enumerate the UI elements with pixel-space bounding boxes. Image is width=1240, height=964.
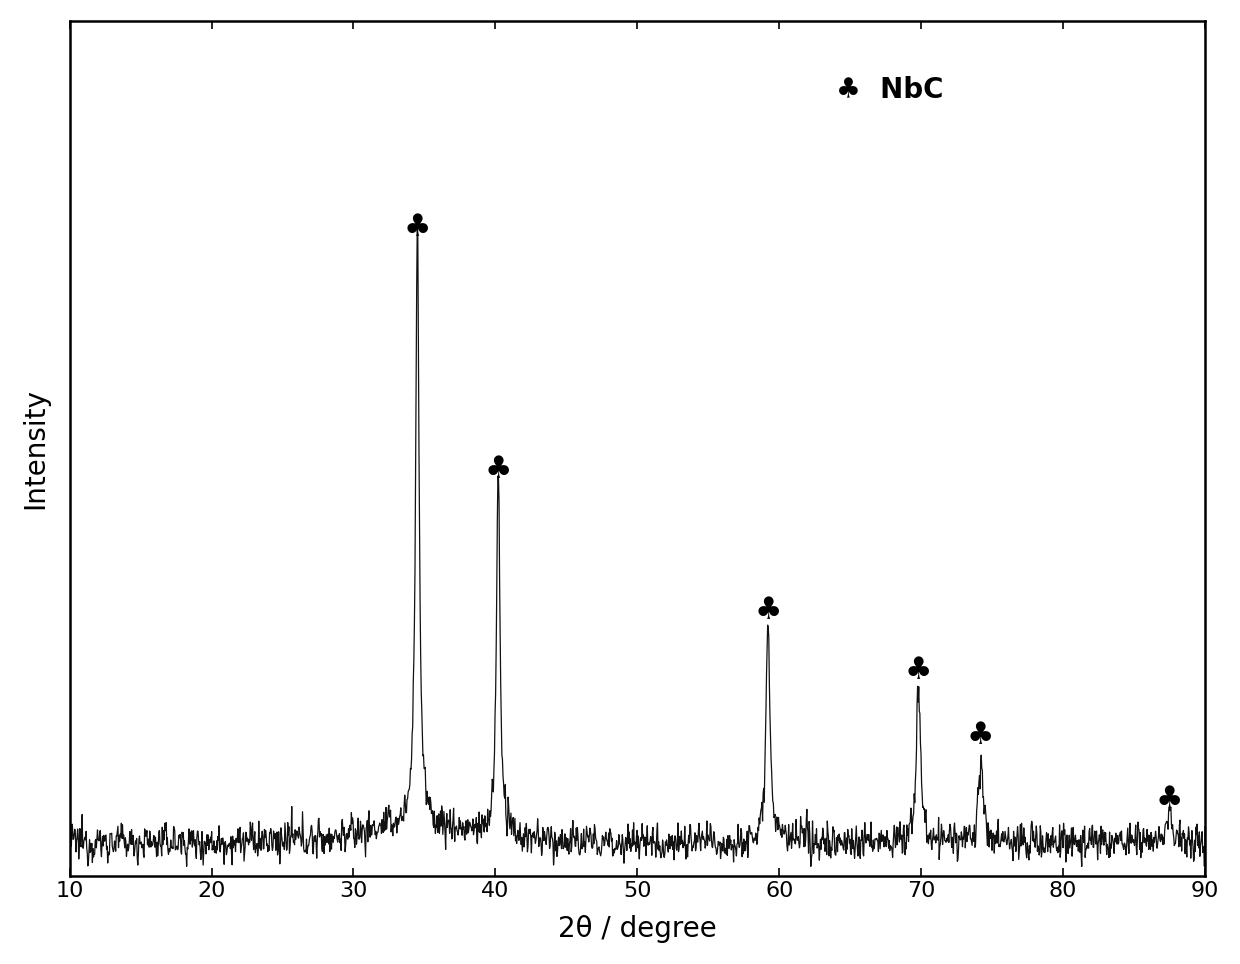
Text: ♣: ♣ xyxy=(1156,785,1183,814)
Text: ♣: ♣ xyxy=(485,455,512,484)
X-axis label: 2θ / degree: 2θ / degree xyxy=(558,915,717,943)
Y-axis label: Intensity: Intensity xyxy=(21,388,48,509)
Text: ♣: ♣ xyxy=(905,656,932,685)
Text: ♣: ♣ xyxy=(967,720,994,750)
Text: ♣: ♣ xyxy=(404,213,432,242)
Text: ♣: ♣ xyxy=(754,596,781,625)
Text: ♣  NbC: ♣ NbC xyxy=(836,76,944,104)
